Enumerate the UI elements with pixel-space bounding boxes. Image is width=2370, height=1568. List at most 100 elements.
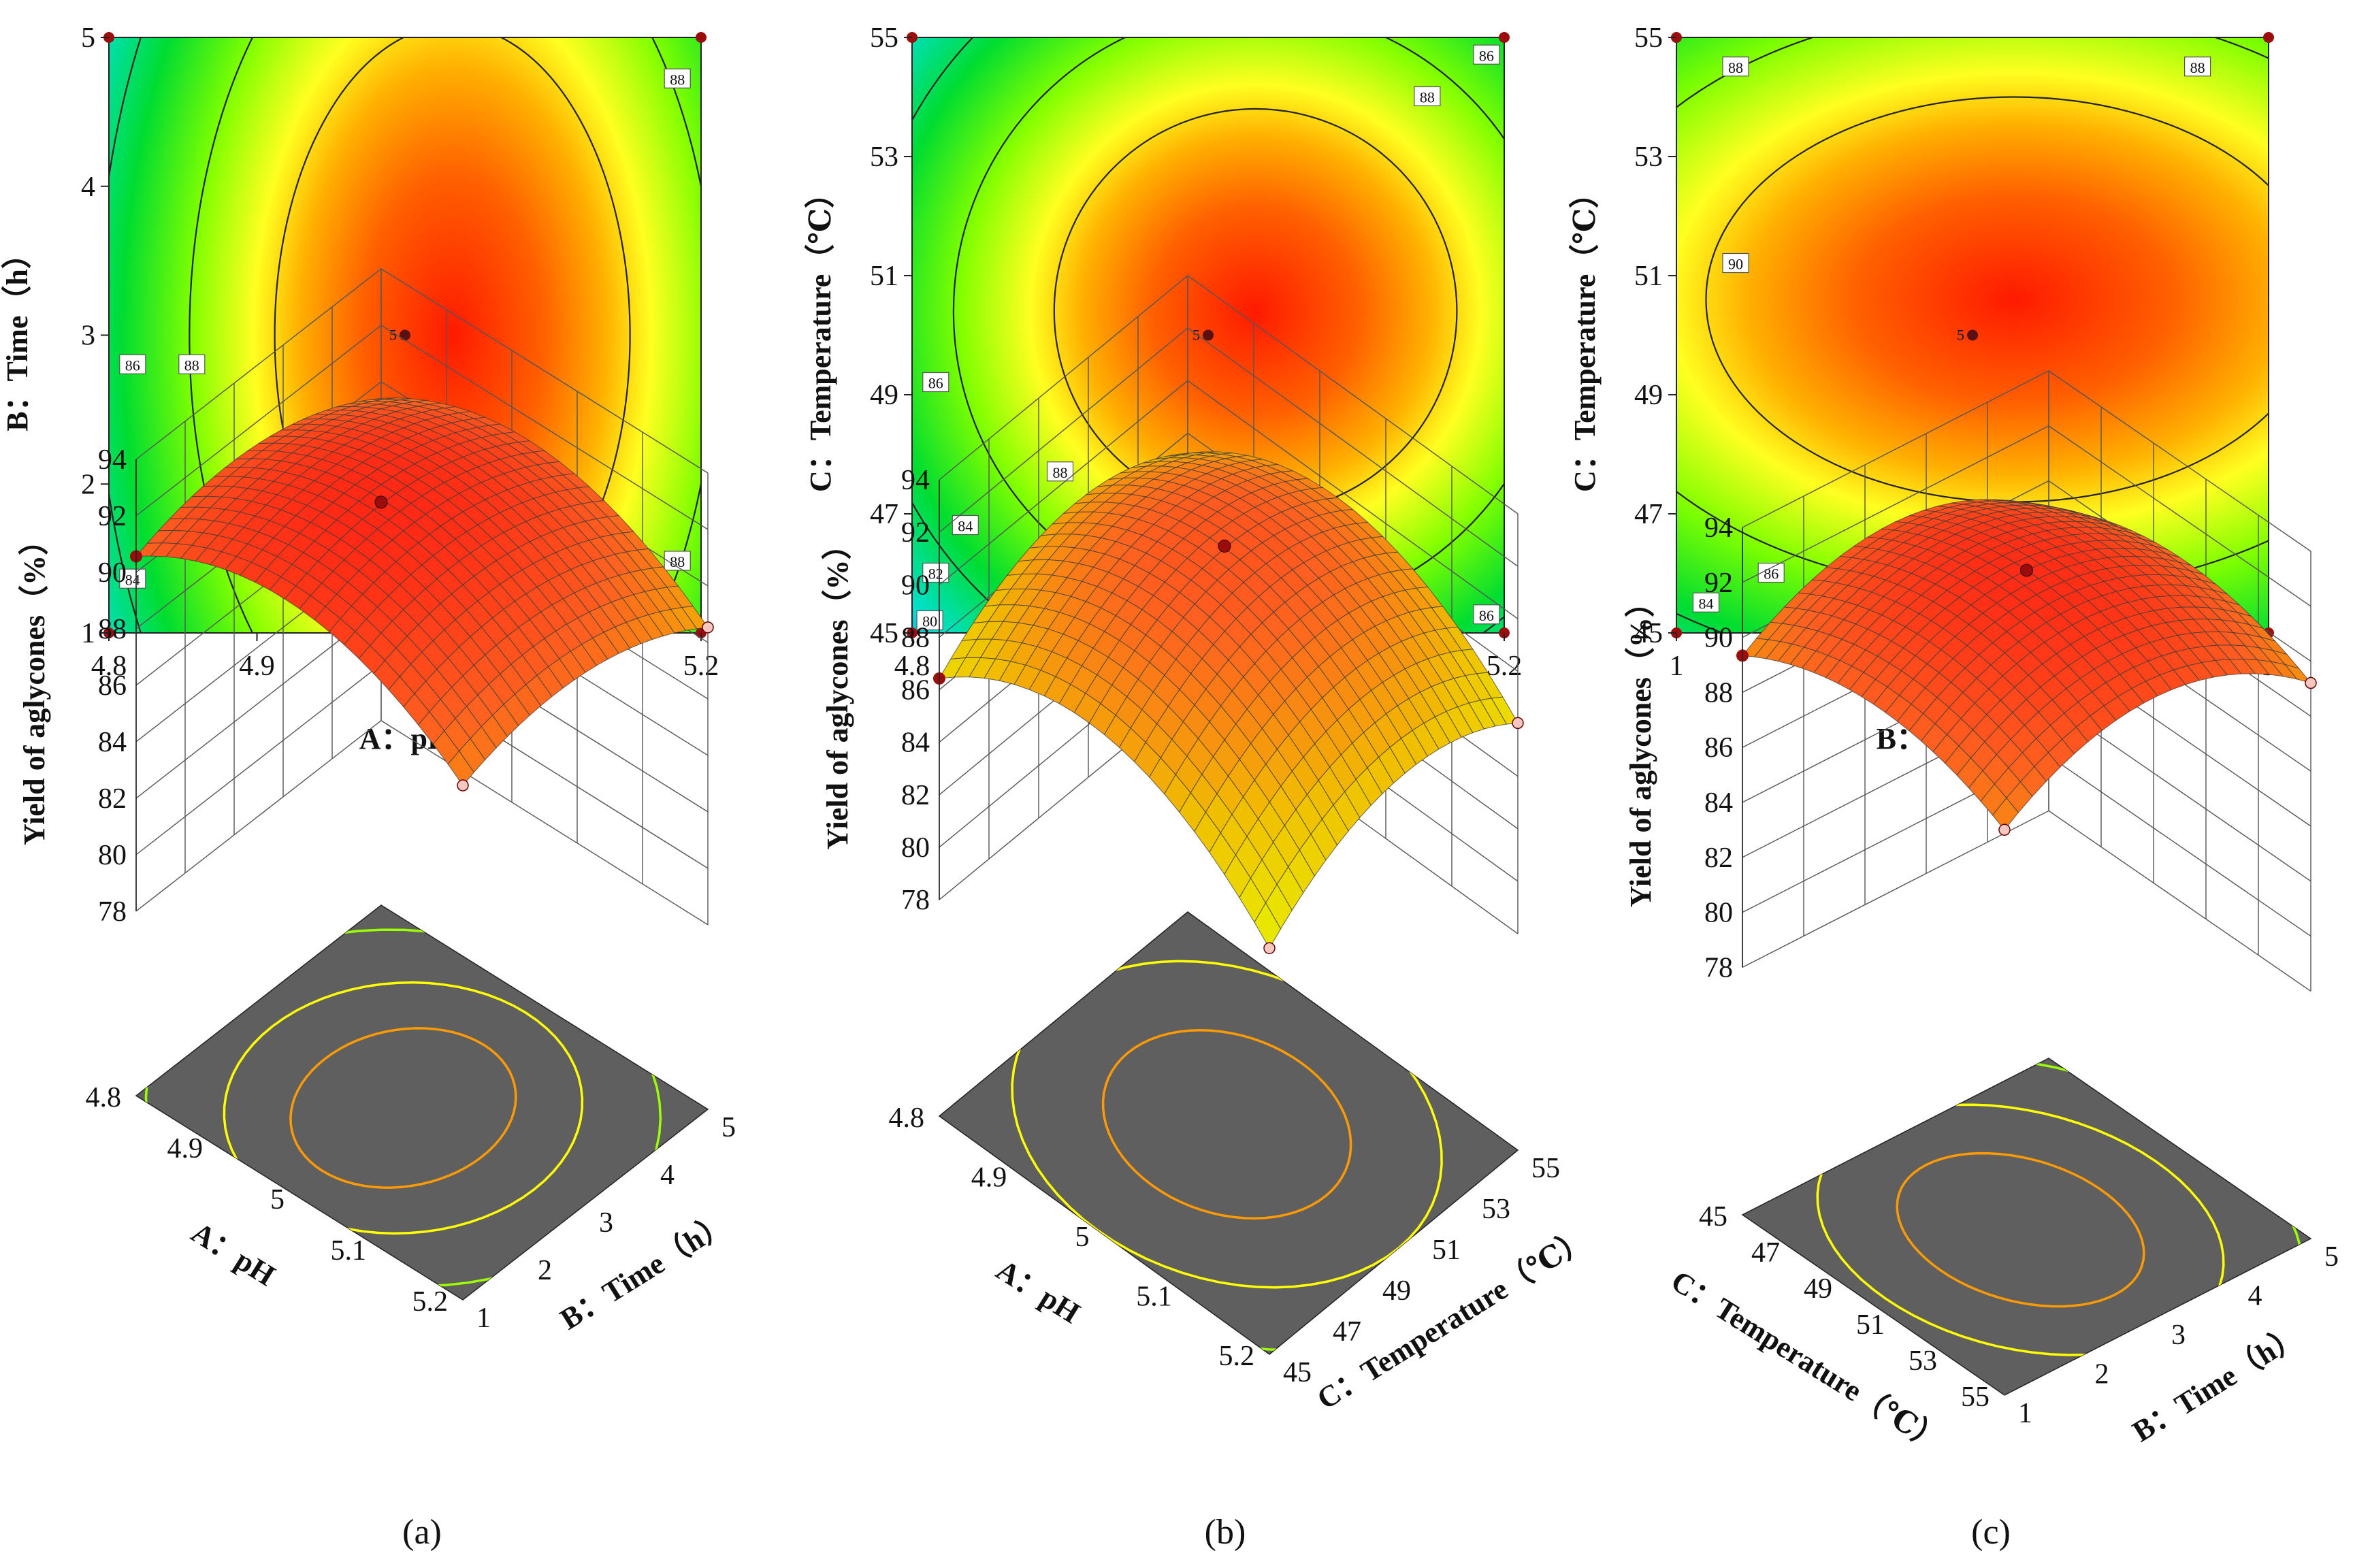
x-tick-label: 4.9 bbox=[167, 1133, 204, 1164]
y-tick-label: 49 bbox=[1634, 380, 1663, 411]
contour-label-box bbox=[1473, 44, 1500, 65]
z-axis-label: Yield of aglycones（%） bbox=[821, 529, 854, 849]
z-tick-label: 82 bbox=[98, 783, 127, 815]
z-tick-label: 92 bbox=[1704, 568, 1733, 599]
z-tick-label: 90 bbox=[1704, 623, 1733, 654]
z-tick-label: 80 bbox=[1704, 898, 1733, 929]
x-tick-label: 5.1 bbox=[331, 1235, 367, 1267]
y-tick-label: 1 bbox=[2018, 1398, 2032, 1429]
contour-label: 84 bbox=[119, 568, 146, 589]
z-tick-label: 84 bbox=[1704, 787, 1733, 819]
y-tick-label: 2 bbox=[81, 469, 95, 500]
z-tick-label: 94 bbox=[98, 444, 127, 476]
contour-label-box bbox=[952, 514, 979, 536]
response-surface bbox=[939, 451, 1519, 949]
contour-label-box bbox=[1414, 86, 1441, 107]
x-tick-label: 5.2 bbox=[1487, 651, 1523, 682]
y-tick-label: 4 bbox=[81, 172, 95, 203]
y-tick-label: 3 bbox=[2171, 1320, 2186, 1351]
z-axis-label: Yield of aglycones（%） bbox=[18, 525, 51, 845]
design-point bbox=[2263, 32, 2274, 43]
floor-contour bbox=[1896, 1152, 2145, 1308]
x-tick-label: 47 bbox=[1751, 1237, 1780, 1269]
contour-label-box bbox=[916, 610, 943, 631]
x-tick-label: 53 bbox=[1909, 1345, 1937, 1377]
contour-label-text: 88 bbox=[184, 357, 199, 374]
x-tick-label: 5 bbox=[1075, 1222, 1090, 1253]
contour-line bbox=[189, 37, 701, 633]
contour-label-text: 90 bbox=[1728, 256, 1743, 273]
x-axis-label: A：pH bbox=[186, 1215, 281, 1292]
y-tick-label: 53 bbox=[1634, 142, 1663, 173]
contour-label-text: 88 bbox=[1053, 464, 1068, 481]
floor-contour bbox=[1101, 1028, 1352, 1220]
y-axis-label: B：Time（h） bbox=[554, 1206, 735, 1336]
contour-label-text: 86 bbox=[1479, 607, 1494, 624]
caption-c: (c) bbox=[1971, 1513, 2011, 1552]
center-point bbox=[1203, 329, 1214, 341]
caption-b: (b) bbox=[1205, 1513, 1246, 1552]
z-tick-label: 82 bbox=[901, 780, 930, 811]
contour-label: 86 bbox=[1757, 562, 1785, 583]
surface-cell bbox=[1992, 797, 2019, 831]
x-tick-label: 5.1 bbox=[1136, 1281, 1172, 1313]
center-point-label: 5 bbox=[389, 327, 397, 344]
design-point bbox=[1998, 823, 2011, 836]
contour-label: 86 bbox=[1473, 604, 1500, 625]
z-axis-label: Yield of aglycones（%） bbox=[1624, 587, 1657, 907]
caption-a: (a) bbox=[402, 1513, 442, 1552]
y-tick-label: 3 bbox=[81, 321, 95, 352]
contour-label: 84 bbox=[1692, 592, 1720, 612]
contour-label-text: 88 bbox=[2190, 59, 2205, 76]
z-tick-label: 78 bbox=[98, 896, 127, 928]
y-axis-label: B：Time（h） bbox=[1, 239, 34, 431]
contour-label-box bbox=[178, 354, 206, 374]
contour-label-box bbox=[664, 68, 691, 88]
contour-label-text: 86 bbox=[1479, 47, 1494, 64]
y-tick-label: 5 bbox=[721, 1112, 736, 1143]
z-tick-label: 86 bbox=[1704, 732, 1733, 764]
contour-label: 84 bbox=[952, 514, 979, 536]
y-tick-label: 45 bbox=[870, 618, 898, 649]
z-tick-label: 82 bbox=[1704, 843, 1733, 874]
center-point bbox=[1967, 329, 1978, 341]
y-tick-label: 4 bbox=[660, 1160, 675, 1191]
center-point bbox=[400, 329, 410, 341]
y-tick-label: 51 bbox=[870, 261, 898, 292]
floor-plane bbox=[1741, 1058, 2312, 1396]
center-design-point bbox=[2020, 564, 2033, 577]
y-tick-label: 3 bbox=[599, 1207, 613, 1239]
contour-label: 88 bbox=[1722, 56, 1749, 77]
contour-label: 86 bbox=[922, 372, 949, 393]
contour-label-text: 88 bbox=[670, 553, 685, 570]
y-tick-label: 55 bbox=[870, 22, 898, 54]
z-tick-label: 90 bbox=[98, 557, 127, 589]
z-tick-label: 94 bbox=[1704, 512, 1733, 544]
z-tick-label: 84 bbox=[98, 727, 127, 758]
contour-label-text: 88 bbox=[1420, 89, 1435, 106]
z-tick-label: 94 bbox=[901, 465, 930, 496]
z-tick-label: 80 bbox=[98, 840, 127, 871]
x-tick-label: 5 bbox=[270, 1184, 285, 1215]
z-tick-label: 84 bbox=[901, 728, 930, 759]
contour-label: 88 bbox=[664, 68, 691, 88]
y-tick-label: 2 bbox=[2095, 1359, 2109, 1390]
x-tick-label: 4.8 bbox=[86, 1082, 122, 1113]
x-tick-label: 45 bbox=[1699, 1201, 1727, 1232]
y-tick-label: 47 bbox=[1333, 1316, 1361, 1348]
y-axis-label: B：Time（h） bbox=[2126, 1318, 2307, 1448]
design-point bbox=[2305, 676, 2317, 689]
y-tick-label: 1 bbox=[476, 1303, 491, 1334]
x-tick-label: 4.9 bbox=[971, 1162, 1007, 1194]
y-axis-label: C：Temperature（℃） bbox=[1568, 178, 1602, 492]
floor-contour bbox=[289, 1027, 517, 1189]
contour-label-text: 86 bbox=[125, 357, 140, 374]
contour-panel-3: 584868890888812345454749515355B：Time（h）C… bbox=[1568, 22, 2276, 755]
y-tick-label: 5 bbox=[2324, 1241, 2339, 1273]
z-tick-label: 92 bbox=[98, 501, 127, 532]
y-tick-label: 55 bbox=[1634, 22, 1663, 54]
x-tick-label: 4.8 bbox=[91, 651, 127, 682]
z-tick-label: 88 bbox=[98, 614, 127, 645]
